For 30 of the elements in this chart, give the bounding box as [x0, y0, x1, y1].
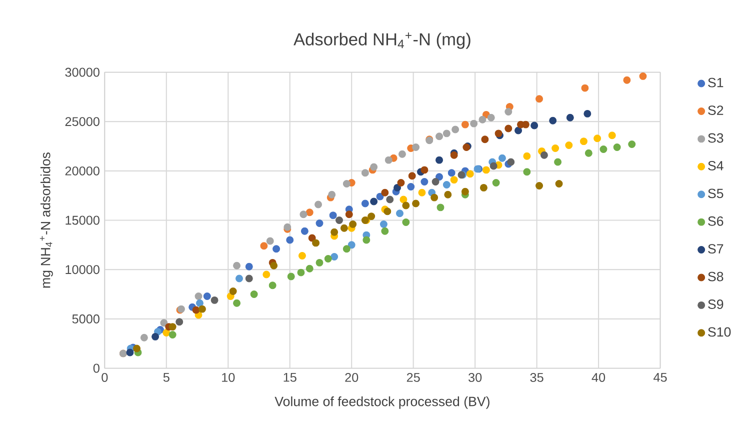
legend-label: S3: [708, 133, 724, 143]
legend-label: S5: [708, 188, 724, 198]
x-tick-label: 15: [284, 372, 296, 382]
x-tick-label: 20: [345, 372, 358, 382]
x-tick-label: 10: [222, 372, 235, 382]
x-tick-label: 5: [163, 372, 170, 382]
legend-label: S8: [708, 272, 724, 282]
x-tick-label: 40: [592, 372, 606, 382]
y-tick-label: 15000: [66, 216, 100, 225]
y-axis-title: mg NH$_{4}$$^{+}$-N adsorbidos: [40, 152, 53, 288]
legend-label: S7: [708, 244, 724, 254]
legend-label: S4: [708, 160, 724, 170]
x-tick-label: 25: [406, 372, 420, 382]
legend-label: S9: [708, 300, 724, 309]
y-tick-label: 25000: [65, 117, 100, 126]
legend-label: S6: [708, 216, 724, 226]
y-tick-label: 30000: [65, 68, 100, 77]
y-tick-label: 20000: [65, 166, 100, 176]
y-tick-label: 5000: [72, 314, 100, 324]
legend-label: S1: [708, 78, 724, 88]
x-tick-label: 45: [654, 372, 667, 382]
x-axis-title: Volume of feedstock processed (BV): [274, 396, 490, 409]
x-tick-label: 35: [530, 372, 544, 382]
legend-label: S2: [708, 106, 724, 116]
y-tick-label: 10000: [66, 265, 100, 274]
x-tick-label: 30: [468, 372, 482, 382]
chart-title: Adsorbed NH$_{4}$$^{+}$-N (mg): [294, 32, 470, 49]
legend-label: S10: [708, 327, 731, 337]
y-tick-label: 0: [93, 364, 100, 373]
x-tick-label: 0: [102, 372, 108, 382]
